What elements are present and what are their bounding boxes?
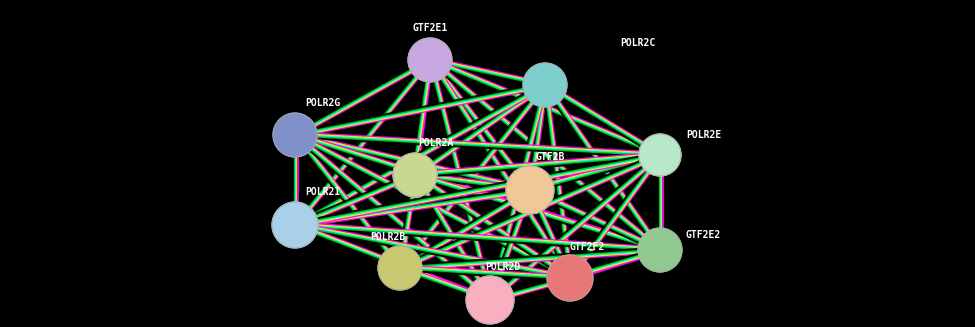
Text: POLR2D: POLR2D bbox=[485, 262, 521, 272]
Circle shape bbox=[273, 113, 317, 157]
Circle shape bbox=[639, 134, 681, 176]
Text: GTF2F2: GTF2F2 bbox=[570, 242, 605, 252]
Circle shape bbox=[272, 202, 318, 248]
Text: GTF2B: GTF2B bbox=[535, 152, 565, 162]
Text: POLR2G: POLR2G bbox=[305, 98, 340, 108]
Text: GTF2E2: GTF2E2 bbox=[686, 230, 722, 240]
Circle shape bbox=[547, 255, 593, 301]
Text: POLR2A: POLR2A bbox=[418, 138, 453, 148]
Text: GTF2E1: GTF2E1 bbox=[412, 23, 448, 33]
Text: POLR2C: POLR2C bbox=[620, 38, 655, 48]
Text: POLR2E: POLR2E bbox=[686, 130, 722, 140]
Circle shape bbox=[393, 153, 437, 197]
Text: POLR2B: POLR2B bbox=[370, 232, 406, 242]
Circle shape bbox=[466, 276, 514, 324]
Circle shape bbox=[408, 38, 452, 82]
Circle shape bbox=[506, 166, 554, 214]
Text: POLR2I: POLR2I bbox=[305, 187, 340, 197]
Circle shape bbox=[523, 63, 567, 107]
Circle shape bbox=[378, 246, 422, 290]
Circle shape bbox=[638, 228, 682, 272]
